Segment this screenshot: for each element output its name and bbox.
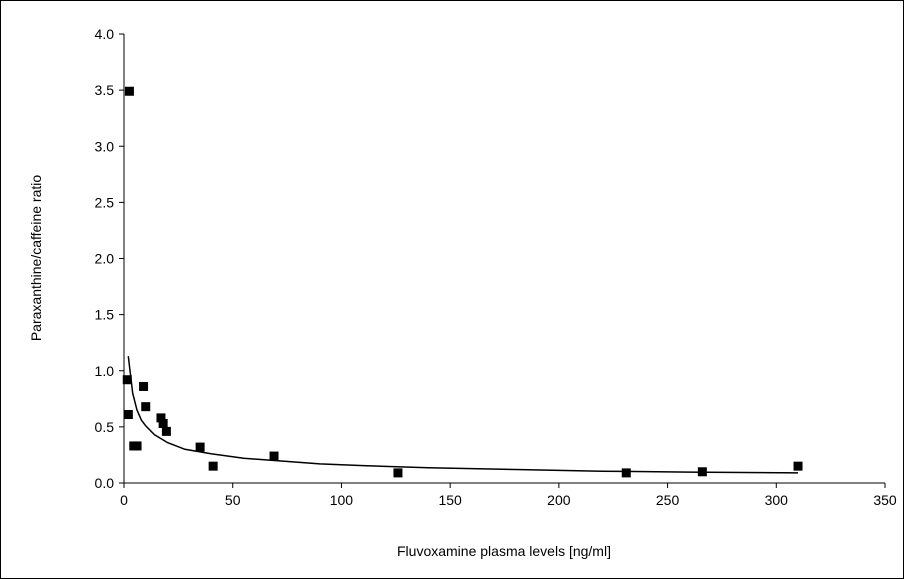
y-tick-label: 4.0: [95, 26, 115, 42]
data-point: [156, 413, 166, 423]
data-point: [132, 441, 142, 451]
data-point: [158, 419, 168, 429]
data-point: [269, 451, 279, 461]
trendline: [127, 356, 799, 474]
y-axis-ticks: 0.0 0.5 1.0 1.5 2.0 2.5 3.0 3.5 4.0: [95, 26, 124, 491]
data-point: [123, 410, 133, 420]
y-tick-label: 3.0: [95, 138, 115, 154]
x-tick-label: 300: [765, 492, 789, 508]
y-tick-label: 0.5: [95, 419, 115, 435]
x-axis-ticks: 0 50 100 150 200 250 300 350: [120, 483, 897, 508]
x-tick-label: 250: [656, 492, 680, 508]
data-points: [122, 86, 803, 478]
axes: [123, 34, 885, 484]
y-tick-label: 1.0: [95, 363, 115, 379]
trendline-group: [127, 356, 799, 474]
data-point: [793, 461, 803, 471]
x-tick-label: 0: [120, 492, 128, 508]
data-point: [122, 375, 132, 385]
data-point: [195, 442, 205, 452]
y-tick-label: 2.0: [95, 251, 115, 267]
data-point: [139, 381, 149, 391]
data-point: [124, 86, 134, 96]
data-point: [393, 468, 403, 478]
y-tick-label: 2.5: [95, 194, 115, 210]
x-tick-label: 100: [330, 492, 354, 508]
x-axis-label: Fluvoxamine plasma levels [ng/ml]: [397, 543, 611, 559]
x-tick-label: 150: [438, 492, 462, 508]
data-point: [208, 461, 218, 471]
x-tick-label: 50: [225, 492, 241, 508]
x-tick-label: 200: [547, 492, 571, 508]
y-tick-label: 3.5: [95, 82, 115, 98]
data-point: [141, 402, 151, 412]
x-tick-label: 350: [873, 492, 897, 508]
y-axis-label: Paraxanthine/caffeine ratio: [28, 175, 44, 342]
data-point: [621, 468, 631, 478]
data-point: [697, 467, 707, 477]
data-point: [161, 426, 171, 436]
y-tick-label: 0.0: [95, 475, 115, 491]
y-tick-label: 1.5: [95, 307, 115, 323]
